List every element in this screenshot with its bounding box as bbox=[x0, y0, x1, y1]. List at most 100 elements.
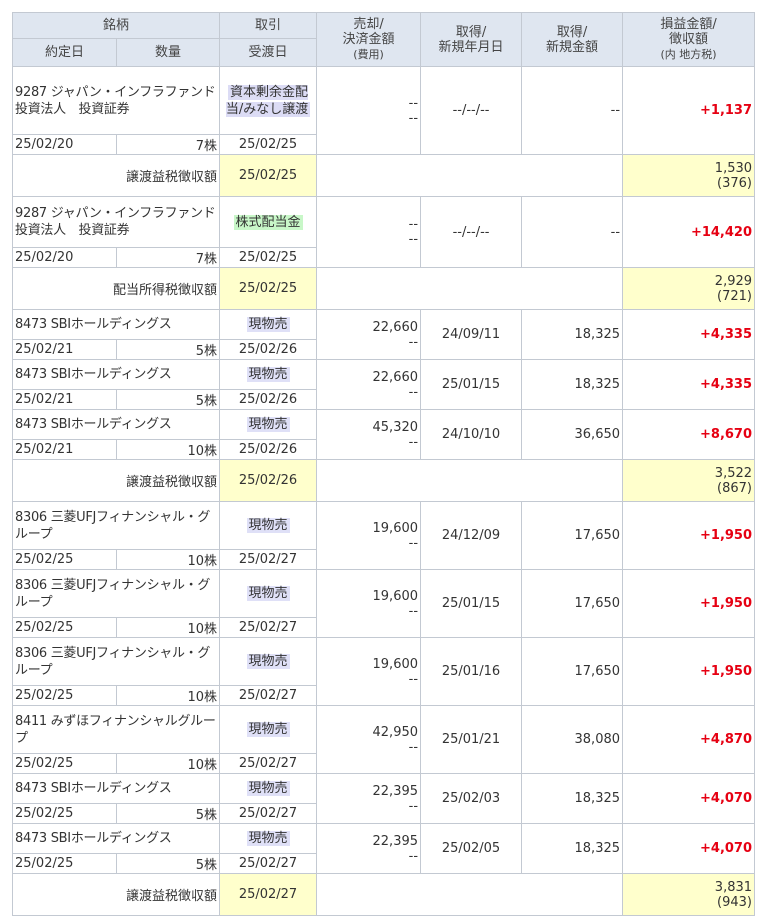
delivery-date: 25/02/27 bbox=[219, 685, 318, 706]
tax-summary-row: 譲渡益税徴収額 25/02/27 3,831 (943) bbox=[11, 873, 756, 916]
trade-type-tag: 現物売 bbox=[246, 518, 290, 533]
stock-name: 8473 SBIホールディングス bbox=[11, 773, 221, 804]
delivery-date: 25/02/26 bbox=[219, 339, 318, 360]
delivery-date: 25/02/27 bbox=[219, 853, 318, 874]
acquisition-amount: 36,650 bbox=[521, 409, 624, 460]
trade-type-cell: 現物売 bbox=[219, 773, 318, 804]
sale-amount-cell: -- -- bbox=[316, 196, 422, 268]
tax-summary-amounts: 3,831 (943) bbox=[622, 873, 756, 916]
tax-summary-blank bbox=[316, 459, 624, 502]
header-quantity: 数量 bbox=[115, 38, 221, 67]
header-contract-date: 約定日 bbox=[12, 38, 117, 67]
trade-row: 8306 三菱UFJフィナンシャル・グループ 現物売 19,600 -- 24/12/0… bbox=[11, 501, 756, 570]
tax-summary-amounts: 2,929 (721) bbox=[622, 267, 756, 310]
sale-amount-cell: 22,395 -- bbox=[316, 773, 422, 824]
trade-row: 8473 SBIホールディングス 現物売 22,395 -- 25/02/03 18,32… bbox=[11, 773, 756, 824]
acquisition-date: 25/02/05 bbox=[420, 823, 523, 874]
sale-fee: -- bbox=[408, 603, 419, 619]
acquisition-date: 25/02/03 bbox=[420, 773, 523, 824]
tax-summary-delivery-date: 25/02/27 bbox=[219, 873, 318, 916]
acquisition-date: 24/12/09 bbox=[420, 501, 523, 570]
trade-row: 8473 SBIホールディングス 現物売 22,660 -- 24/09/11 18,32… bbox=[11, 309, 756, 360]
quantity: 5株 bbox=[115, 803, 221, 824]
tax-summary-amounts: 1,530 (376) bbox=[622, 154, 756, 197]
tax-amount: 1,530 bbox=[714, 160, 753, 176]
trade-type-cell: 現物売 bbox=[219, 637, 318, 686]
header-sale-amount: 売却/ 決済金額 (費用) bbox=[316, 12, 422, 67]
contract-date: 25/02/21 bbox=[12, 339, 117, 360]
acquisition-date: 25/01/21 bbox=[420, 705, 523, 774]
tax-summary-row: 譲渡益税徴収額 25/02/26 3,522 (867) bbox=[11, 459, 756, 502]
header-acq-date-line2: 新規年月日 bbox=[438, 39, 504, 55]
trade-row-sub: 25/02/25 5株 25/02/27 bbox=[12, 853, 755, 874]
trade-type-cell: 現物売 bbox=[219, 569, 318, 618]
local-tax-amount: (867) bbox=[717, 480, 753, 496]
profit-loss: +1,137 bbox=[622, 66, 756, 155]
profit-loss: +4,335 bbox=[622, 359, 756, 410]
sale-amount: 19,600 bbox=[372, 656, 419, 672]
acquisition-amount: 17,650 bbox=[521, 501, 624, 570]
acquisition-amount: 18,325 bbox=[521, 773, 624, 824]
sale-fee: -- bbox=[408, 232, 419, 247]
stock-name: 8473 SBIホールディングス bbox=[11, 309, 221, 340]
header-type: 取引 bbox=[219, 12, 318, 39]
stock-name: 8473 SBIホールディングス bbox=[11, 359, 221, 390]
sale-fee: -- bbox=[408, 384, 419, 400]
contract-date: 25/02/25 bbox=[12, 853, 117, 874]
header-row-1: 銘柄 取引 売却/ 決済金額 (費用) 取得/ 新規年月日 取得/ 新規金額 損… bbox=[11, 12, 756, 67]
sale-amount: 22,660 bbox=[372, 369, 419, 385]
sale-amount: 19,600 bbox=[372, 588, 419, 604]
trade-row: 8306 三菱UFJフィナンシャル・グループ 現物売 19,600 -- 25/01/1… bbox=[11, 569, 756, 638]
profit-loss: +4,070 bbox=[622, 773, 756, 824]
sale-fee: -- bbox=[408, 798, 419, 814]
header-pl-line3: (内 地方税) bbox=[660, 48, 717, 61]
trade-row: 8473 SBIホールディングス 現物売 45,320 -- 24/10/10 36,65… bbox=[11, 409, 756, 460]
sale-fee: -- bbox=[408, 110, 419, 126]
sale-amount-cell: 22,660 -- bbox=[316, 359, 422, 410]
tax-summary-delivery-date: 25/02/25 bbox=[219, 267, 318, 310]
header-row-2: 約定日 数量 受渡日 bbox=[12, 38, 755, 67]
sale-amount-cell: 19,600 -- bbox=[316, 569, 422, 638]
contract-date: 25/02/25 bbox=[12, 685, 117, 706]
trade-row-sub: 25/02/25 10株 25/02/27 bbox=[12, 549, 755, 570]
header-acquisition-amount: 取得/ 新規金額 bbox=[521, 12, 624, 67]
tax-summary-delivery-date: 25/02/25 bbox=[219, 154, 318, 197]
contract-date: 25/02/21 bbox=[12, 389, 117, 410]
sale-fee: -- bbox=[408, 535, 419, 551]
stock-name: 8411 みずほフィナンシャルグループ bbox=[11, 705, 221, 754]
tax-amount: 3,522 bbox=[714, 465, 753, 481]
trade-row-sub: 25/02/20 7株 25/02/25 bbox=[12, 247, 755, 268]
acquisition-date: --/--/-- bbox=[420, 196, 523, 268]
quantity: 10株 bbox=[115, 685, 221, 706]
stock-name: 8473 SBIホールディングス bbox=[11, 409, 221, 440]
trade-type-tag: 現物売 bbox=[246, 831, 290, 846]
delivery-date: 25/02/26 bbox=[219, 389, 318, 410]
tax-amount: 3,831 bbox=[714, 879, 753, 895]
trade-type-tag: 資本剰余金配当/みなし譲渡 bbox=[225, 84, 311, 117]
tax-summary-blank bbox=[316, 267, 624, 310]
sale-amount: -- bbox=[408, 217, 419, 232]
trade-row-sub: 25/02/20 7株 25/02/25 bbox=[12, 134, 755, 155]
header-acq-amount-line2: 新規金額 bbox=[546, 39, 599, 55]
contract-date: 25/02/25 bbox=[12, 753, 117, 774]
tax-summary-blank bbox=[316, 873, 624, 916]
acquisition-date: 25/01/15 bbox=[420, 569, 523, 638]
sale-amount: 42,950 bbox=[372, 724, 419, 740]
sale-amount-cell: 45,320 -- bbox=[316, 409, 422, 460]
tax-summary-row: 譲渡益税徴収額 25/02/25 1,530 (376) bbox=[11, 154, 756, 197]
trade-type-tag: 現物売 bbox=[246, 317, 290, 332]
stock-name: 8473 SBIホールディングス bbox=[11, 823, 221, 854]
trade-type-cell: 現物売 bbox=[219, 705, 318, 754]
trade-row: 9287 ジャパン・インフラファンド投資法人 投資証券 資本剰余金配当/みなし譲渡… bbox=[11, 66, 756, 155]
sale-fee: -- bbox=[408, 334, 419, 350]
quantity: 10株 bbox=[115, 549, 221, 570]
trade-type-tag: 現物売 bbox=[246, 367, 290, 382]
sale-amount-cell: 19,600 -- bbox=[316, 501, 422, 570]
quantity: 7株 bbox=[115, 134, 221, 155]
delivery-date: 25/02/25 bbox=[219, 134, 318, 155]
header-acq-date-line1: 取得/ bbox=[455, 24, 487, 40]
delivery-date: 25/02/25 bbox=[219, 247, 318, 268]
header-pl-line2: 徴収額 bbox=[669, 32, 709, 47]
trade-row: 8306 三菱UFJフィナンシャル・グループ 現物売 19,600 -- 25/01/1… bbox=[11, 637, 756, 706]
quantity: 10株 bbox=[115, 753, 221, 774]
